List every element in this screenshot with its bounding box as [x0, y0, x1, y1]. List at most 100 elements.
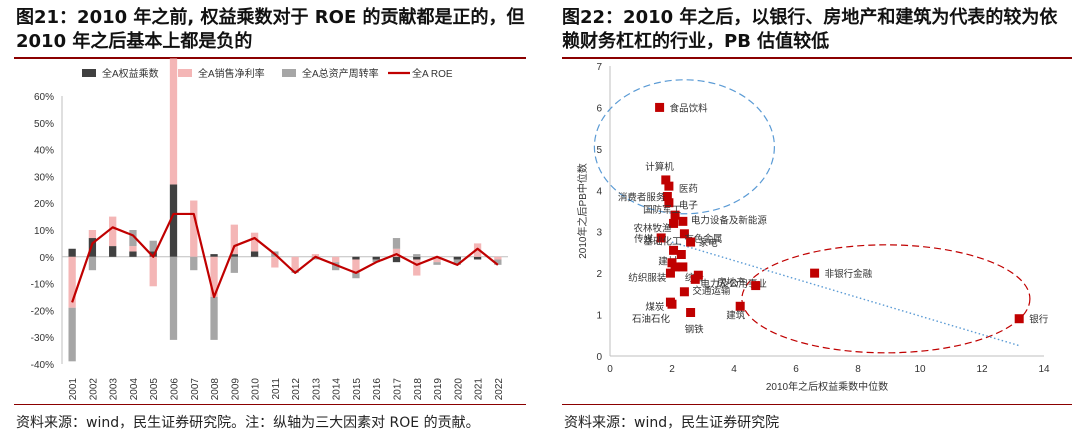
- bar-margin: [392, 248, 401, 257]
- bar-margin: [129, 246, 137, 252]
- x-tick-label: 2012: [291, 378, 302, 401]
- y-tick-label: -30%: [31, 333, 54, 344]
- bar-equity: [230, 254, 238, 257]
- scatter-point: [686, 308, 696, 317]
- bar-turnover: [392, 238, 401, 249]
- bar-turnover: [129, 230, 137, 247]
- bar-margin: [291, 256, 299, 271]
- bar-equity: [68, 248, 76, 257]
- y-tick-label: 60%: [34, 92, 54, 103]
- scatter-point: [670, 210, 680, 220]
- y-tick-label: 0: [596, 352, 602, 363]
- bar-turnover: [190, 256, 198, 271]
- left-bar-chart: 60% 50% 40% 30% 20% 10% 0% -10% -20% -30% -40% 2001…: [31, 58, 508, 401]
- x-tick-label: 2001: [68, 378, 79, 401]
- bar-margin: [332, 256, 340, 263]
- y-tick-label: -20%: [31, 306, 54, 317]
- legend-label: 全A ROE: [412, 67, 453, 80]
- y-tick-label: -40%: [31, 360, 54, 371]
- bar-margin: [190, 200, 198, 257]
- right-source-rule: [562, 404, 1072, 405]
- x-tick-label: 2011: [271, 378, 282, 400]
- bar-margin: [250, 232, 259, 252]
- y-tick-label: 2: [596, 269, 602, 280]
- point-label: 电力设备及新能源: [691, 214, 768, 226]
- point-label: 家电: [699, 237, 719, 249]
- scatter-point: [678, 216, 688, 226]
- y-axis-title: 2010年之后PB中位数: [576, 163, 589, 259]
- y-tick-label: 0%: [40, 253, 55, 264]
- y-tick-label: 5: [596, 145, 602, 156]
- x-tick-label: 2019: [433, 378, 444, 401]
- y-tick-label: 20%: [34, 199, 54, 210]
- scatter-point: [664, 181, 674, 191]
- x-tick-label: 10: [914, 364, 926, 375]
- x-tick-label: 2017: [393, 378, 404, 401]
- scatter-point: [655, 102, 665, 112]
- x-tick-label: 2014: [332, 378, 343, 401]
- scatter-point: [662, 192, 672, 201]
- red-dashed-ellipse: [741, 244, 1031, 354]
- x-tick-label: 2002: [88, 378, 99, 401]
- left-source-note: 资料来源：wind，民生证券研究院。注：纵轴为三大因素对 ROE 的贡献。: [16, 415, 480, 431]
- bar-equity: [88, 238, 97, 257]
- scatter-point: [676, 250, 686, 259]
- scatter-point: [669, 218, 679, 228]
- bar-equity: [453, 256, 461, 260]
- point-label: 纺织服装: [628, 272, 667, 284]
- bar-equity: [210, 254, 218, 257]
- y-tick-label: 3: [596, 228, 602, 239]
- x-tick-label: 2013: [311, 378, 322, 401]
- bar-equity: [372, 256, 380, 260]
- x-tick-label: 2021: [474, 378, 485, 401]
- bar-margin: [352, 259, 360, 273]
- x-tick-label: 14: [1038, 364, 1050, 375]
- bar-margin: [413, 259, 421, 276]
- x-tick-label: 2016: [372, 378, 383, 401]
- x-tick-label: 12: [976, 364, 988, 375]
- legend-label: 全A总资产周转率: [302, 67, 379, 80]
- scatter-point: [665, 268, 675, 278]
- point-label: 石油石化: [632, 313, 671, 325]
- bar-turnover: [332, 262, 340, 271]
- x-tick-label: 8: [855, 364, 861, 375]
- bar-turnover: [372, 259, 380, 263]
- x-tick-label: 2009: [230, 378, 241, 401]
- right-title-rule: [562, 57, 1072, 59]
- scatter-point: [679, 287, 689, 297]
- x-tick-label: 2010: [251, 378, 262, 401]
- y-tick-label: 30%: [34, 172, 54, 183]
- y-tick-label: 4: [596, 186, 602, 197]
- point-label: 计算机: [645, 161, 674, 173]
- point-label: 消费者服务: [618, 192, 666, 204]
- x-tick-label: 0: [607, 364, 613, 375]
- x-tick-label: 2005: [149, 378, 160, 401]
- point-label: 医药: [679, 184, 698, 195]
- point-label: 电力及公用事业: [700, 278, 767, 290]
- scatter-point: [661, 175, 671, 185]
- x-tick-label: 2: [669, 364, 675, 375]
- x-tick-label: 4: [731, 364, 737, 375]
- bar-equity: [169, 184, 178, 257]
- scatter-point: [810, 268, 820, 278]
- x-tick-label: 6: [793, 364, 799, 375]
- x-tick-label: 2020: [453, 378, 464, 401]
- y-tick-label: 10%: [34, 226, 54, 237]
- y-tick-label: 40%: [34, 146, 54, 157]
- bar-margin: [494, 256, 502, 260]
- y-tick-label: 50%: [34, 119, 54, 130]
- point-label: 食品饮料: [670, 102, 709, 114]
- scatter-point: [751, 281, 761, 291]
- point-label: 非银行金融: [825, 268, 873, 280]
- scatter-point: [664, 198, 674, 208]
- bar-margin: [271, 256, 279, 268]
- bar-margin: [210, 256, 218, 297]
- y-tick-label: 7: [596, 62, 602, 73]
- scatter-point: [667, 299, 677, 309]
- x-axis-title: 2010年之后权益乘数中位数: [766, 380, 888, 393]
- scatter-point: [686, 237, 696, 247]
- bar-equity: [109, 246, 117, 257]
- point-label: 电子: [679, 200, 699, 212]
- point-label: 交通运输: [692, 285, 731, 297]
